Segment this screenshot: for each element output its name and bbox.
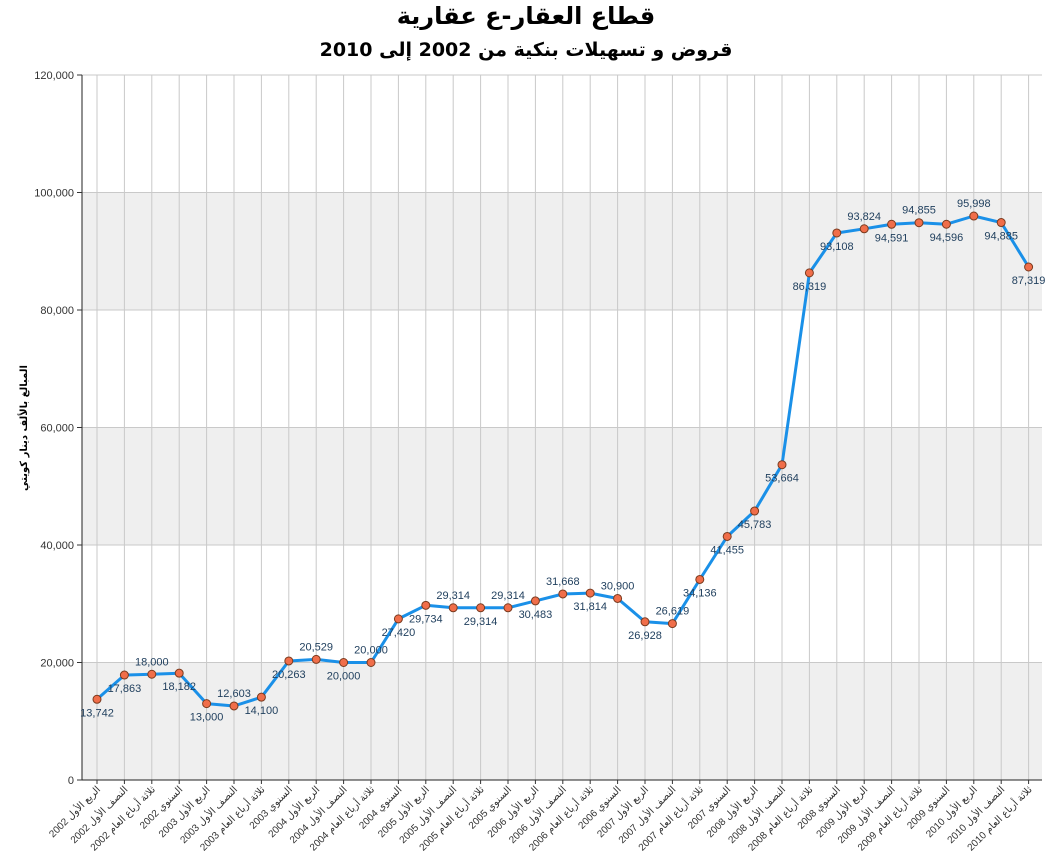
data-point	[804, 268, 814, 278]
y-tick-label: 120,000	[34, 70, 74, 82]
band	[82, 427, 1042, 545]
data-label: 29,314	[436, 590, 470, 602]
y-tick-label: 20,000	[40, 658, 74, 670]
data-label: 53,664	[765, 473, 799, 485]
data-point	[530, 596, 540, 606]
data-point	[147, 669, 157, 679]
y-axis-label: المبالغ بالألف دينار كويتي	[17, 365, 30, 491]
data-point	[503, 603, 513, 613]
data-label: 20,000	[354, 645, 388, 657]
data-point	[311, 654, 321, 664]
data-point	[914, 218, 924, 228]
data-point	[256, 692, 266, 702]
y-tick-label: 60,000	[40, 423, 74, 435]
data-point	[695, 574, 705, 584]
data-point	[174, 668, 184, 678]
data-point	[202, 699, 212, 709]
data-point	[284, 656, 294, 666]
data-label: 13,742	[80, 707, 114, 719]
data-point	[859, 224, 869, 234]
chart-title: قطاع العقار-ع عقارية	[396, 2, 656, 30]
data-label: 29,314	[464, 616, 498, 628]
background-bands	[82, 192, 1042, 780]
data-point	[613, 593, 623, 603]
data-point	[476, 603, 486, 613]
data-label: 30,483	[519, 609, 553, 621]
data-label: 86,319	[793, 281, 827, 293]
data-label: 13,000	[190, 712, 224, 724]
data-label: 14,100	[245, 705, 279, 717]
series	[92, 211, 1034, 711]
data-point	[393, 614, 403, 624]
data-label: 20,263	[272, 669, 306, 681]
data-point	[119, 670, 129, 680]
data-label: 93,824	[847, 211, 881, 223]
data-point	[92, 694, 102, 704]
data-label: 17,863	[108, 683, 142, 695]
data-label: 18,182	[162, 681, 196, 693]
data-label: 94,591	[875, 232, 909, 244]
data-label: 18,000	[135, 656, 169, 668]
data-label: 20,000	[327, 671, 361, 683]
data-point	[585, 588, 595, 598]
data-label: 93,108	[820, 241, 854, 253]
data-label: 26,619	[656, 606, 690, 618]
data-label: 94,855	[902, 205, 936, 217]
y-tick-label: 80,000	[40, 305, 74, 317]
y-tick-label: 0	[68, 775, 74, 787]
y-tick-label: 100,000	[34, 188, 74, 200]
data-label: 30,900	[601, 580, 635, 592]
data-label: 20,529	[299, 641, 333, 653]
data-label: 34,136	[683, 587, 717, 599]
data-point	[229, 701, 239, 711]
data-label: 29,734	[409, 613, 443, 625]
data-label: 87,319	[1012, 275, 1046, 287]
data-label: 12,603	[217, 688, 251, 700]
data-point	[339, 658, 349, 667]
data-point	[750, 506, 760, 516]
data-point	[448, 603, 458, 613]
data-label: 26,928	[628, 630, 662, 642]
data-point	[969, 211, 979, 221]
data-label: 31,814	[573, 601, 607, 613]
y-axis-ticks: 0 20,000 40,000 60,000 80,000 100,000 120,000	[34, 70, 82, 787]
data-label: 29,314	[491, 590, 525, 602]
data-point	[1024, 262, 1034, 272]
band	[82, 662, 1042, 780]
data-point	[887, 219, 897, 229]
data-point	[667, 619, 677, 629]
data-label: 31,668	[546, 576, 580, 588]
data-point	[941, 219, 951, 229]
data-label: 94,885	[984, 231, 1018, 243]
data-point	[996, 218, 1006, 228]
data-point	[640, 617, 650, 627]
data-label: 41,455	[710, 544, 744, 556]
y-tick-label: 40,000	[40, 540, 74, 552]
data-point	[832, 228, 842, 238]
data-label: 27,420	[382, 627, 416, 639]
data-point	[777, 460, 787, 470]
data-point	[722, 531, 732, 541]
data-point	[558, 589, 568, 599]
data-labels: 13,742 17,863 18,000 18,182 13,000 12,603 14,1…	[80, 198, 1045, 724]
data-label: 95,998	[957, 198, 991, 210]
data-point	[366, 658, 376, 667]
chart-subtitle: قروض و تسهيلات بنكية من 2002 إلى 2010	[319, 39, 733, 61]
data-label: 94,596	[930, 232, 964, 244]
band	[82, 192, 1042, 310]
data-label: 45,783	[738, 519, 772, 531]
data-point	[421, 600, 431, 610]
